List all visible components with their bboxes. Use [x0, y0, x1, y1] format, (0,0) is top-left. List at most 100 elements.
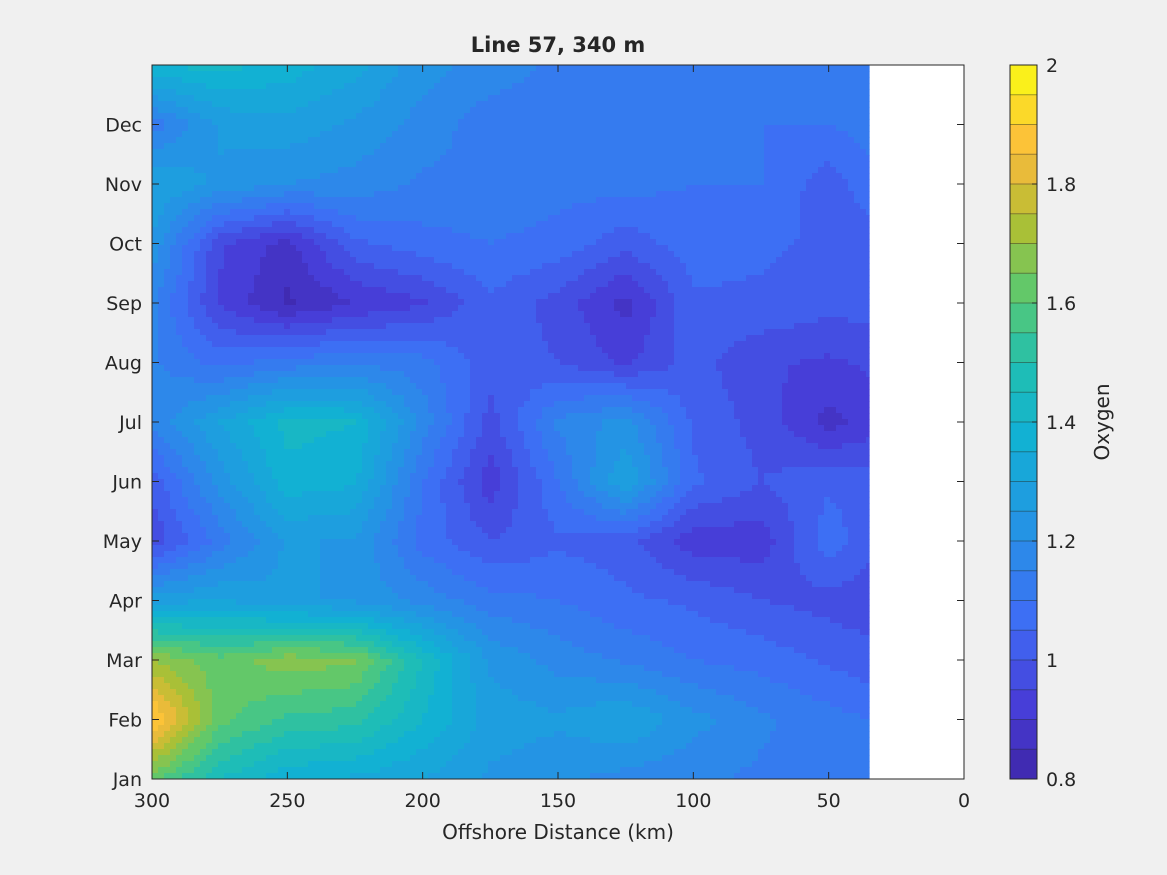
- heatmap-cell: [590, 65, 597, 72]
- heatmap-cell: [674, 275, 681, 282]
- heatmap-cell: [716, 239, 723, 246]
- heatmap-cell: [668, 83, 675, 90]
- heatmap-cell: [302, 119, 309, 126]
- heatmap-cell: [494, 77, 501, 84]
- heatmap-cell: [728, 167, 735, 174]
- heatmap-cell: [272, 101, 279, 108]
- heatmap-cell: [176, 113, 183, 120]
- heatmap-cell: [296, 203, 303, 210]
- heatmap-cell: [860, 143, 867, 150]
- heatmap-cell: [686, 101, 693, 108]
- heatmap-cell: [728, 257, 735, 264]
- heatmap-cell: [710, 143, 717, 150]
- heatmap-cell: [548, 101, 555, 108]
- heatmap-cell: [326, 101, 333, 108]
- heatmap-cell: [404, 143, 411, 150]
- heatmap-cell: [542, 71, 549, 78]
- heatmap-cell: [578, 215, 585, 222]
- heatmap-cell: [326, 287, 333, 294]
- heatmap-cell: [554, 77, 561, 84]
- heatmap-cell: [452, 161, 459, 168]
- heatmap-cell: [320, 65, 327, 72]
- heatmap-cell: [272, 83, 279, 90]
- heatmap-cell: [344, 305, 351, 312]
- heatmap-cell: [380, 305, 387, 312]
- heatmap-cell: [794, 263, 801, 270]
- heatmap-cell: [740, 167, 747, 174]
- heatmap-cell: [530, 233, 537, 240]
- heatmap-cell: [260, 149, 267, 156]
- heatmap-cell: [770, 245, 777, 252]
- heatmap-cell: [830, 293, 837, 300]
- heatmap-cell: [722, 269, 729, 276]
- heatmap-cell: [482, 155, 489, 162]
- heatmap-cell: [164, 149, 171, 156]
- heatmap-cell: [530, 281, 537, 288]
- heatmap-cell: [566, 293, 573, 300]
- heatmap-cell: [656, 179, 663, 186]
- heatmap-cell: [704, 107, 711, 114]
- heatmap-cell: [188, 281, 195, 288]
- heatmap-cell: [470, 113, 477, 120]
- heatmap-cell: [446, 101, 453, 108]
- heatmap-cell: [620, 137, 627, 144]
- heatmap-cell: [236, 71, 243, 78]
- heatmap-cell: [800, 281, 807, 288]
- heatmap-cell: [842, 305, 849, 312]
- heatmap-cell: [632, 263, 639, 270]
- heatmap-cell: [338, 209, 345, 216]
- heatmap-cell: [266, 299, 273, 306]
- heatmap-cell: [194, 77, 201, 84]
- heatmap-cell: [374, 161, 381, 168]
- heatmap-cell: [662, 275, 669, 282]
- heatmap-cell: [578, 65, 585, 72]
- heatmap-cell: [338, 143, 345, 150]
- heatmap-cell: [374, 77, 381, 84]
- heatmap-cell: [662, 173, 669, 180]
- heatmap-cell: [326, 239, 333, 246]
- heatmap-cell: [602, 83, 609, 90]
- heatmap-cell: [206, 137, 213, 144]
- heatmap-cell: [584, 191, 591, 198]
- heatmap-cell: [386, 155, 393, 162]
- heatmap-cell: [314, 209, 321, 216]
- heatmap-cell: [782, 245, 789, 252]
- heatmap-cell: [272, 131, 279, 138]
- heatmap-cell: [788, 89, 795, 96]
- heatmap-cell: [734, 197, 741, 204]
- heatmap-cell: [680, 107, 687, 114]
- heatmap-cell: [536, 173, 543, 180]
- heatmap-cell: [482, 143, 489, 150]
- heatmap-cell: [560, 257, 567, 264]
- heatmap-cell: [626, 173, 633, 180]
- heatmap-cell: [200, 149, 207, 156]
- heatmap-cell: [194, 239, 201, 246]
- heatmap-cell: [212, 281, 219, 288]
- heatmap-cell: [824, 107, 831, 114]
- heatmap-cell: [296, 209, 303, 216]
- heatmap-cell: [770, 179, 777, 186]
- heatmap-cell: [644, 113, 651, 120]
- heatmap-cell: [866, 149, 870, 156]
- heatmap-cell: [776, 245, 783, 252]
- heatmap-cell: [392, 203, 399, 210]
- heatmap-cell: [218, 191, 225, 198]
- heatmap-cell: [170, 269, 177, 276]
- heatmap-cell: [578, 209, 585, 216]
- heatmap-cell: [326, 227, 333, 234]
- heatmap-cell: [470, 209, 477, 216]
- heatmap-cell: [704, 293, 711, 300]
- heatmap-cell: [806, 185, 813, 192]
- heatmap-cell: [314, 179, 321, 186]
- heatmap-cell: [176, 239, 183, 246]
- heatmap-cell: [518, 143, 525, 150]
- heatmap-cell: [404, 299, 411, 306]
- heatmap-cell: [170, 71, 177, 78]
- heatmap-cell: [800, 89, 807, 96]
- heatmap-cell: [692, 113, 699, 120]
- heatmap-cell: [776, 179, 783, 186]
- heatmap-cell: [326, 269, 333, 276]
- heatmap-cell: [788, 227, 795, 234]
- heatmap-cell: [728, 131, 735, 138]
- heatmap-cell: [830, 161, 837, 168]
